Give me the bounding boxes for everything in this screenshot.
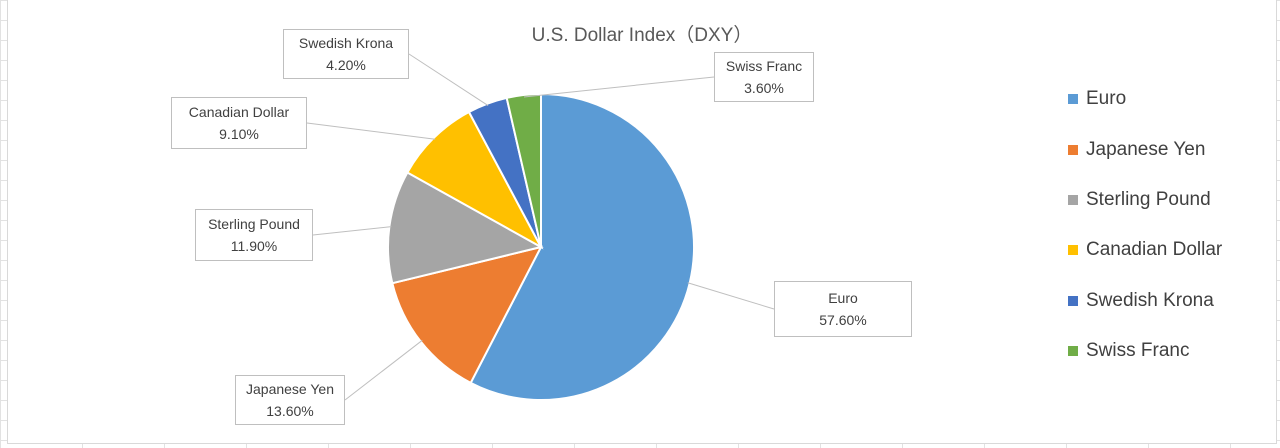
legend-label: Sterling Pound <box>1086 188 1211 210</box>
legend-item-canadian-dollar[interactable]: Canadian Dollar <box>1068 225 1222 275</box>
data-label-value: 4.20% <box>326 57 366 73</box>
data-label-value: 11.90% <box>230 238 278 254</box>
legend-item-euro[interactable]: Euro <box>1068 74 1222 124</box>
data-label-swiss-franc: Swiss Franc 3.60% <box>714 52 814 102</box>
data-label-sterling-pound: Sterling Pound 11.90% <box>195 209 313 261</box>
data-label-value: 13.60% <box>266 403 314 419</box>
leader-line <box>523 76 715 98</box>
data-label-value: 9.10% <box>219 126 259 142</box>
legend-swatch <box>1068 94 1078 105</box>
leader-line <box>408 53 489 106</box>
legend-swatch <box>1068 346 1078 357</box>
data-label-category: Japanese Yen <box>246 381 334 397</box>
legend-label: Swiss Franc <box>1086 340 1190 362</box>
legend-item-sterling-pound[interactable]: Sterling Pound <box>1068 175 1222 225</box>
data-label-category: Sterling Pound <box>208 216 300 232</box>
data-label-value: 57.60% <box>819 312 867 328</box>
leader-line <box>687 282 775 310</box>
data-label-category: Swedish Krona <box>298 35 394 51</box>
legend-swatch <box>1068 245 1078 256</box>
data-label-category: Euro <box>828 290 858 306</box>
legend-item-japanese-yen[interactable]: Japanese Yen <box>1068 124 1222 174</box>
legend: Euro Japanese Yen Sterling Pound Canadian D… <box>1068 74 1222 376</box>
chart-title: U.S. Dollar Index（DXY） <box>531 25 753 46</box>
chart-area[interactable]: U.S. Dollar Index（DXY） Euro 57.60% Japanes… <box>7 0 1277 444</box>
pie-slice-swiss-franc[interactable] <box>505 92 542 248</box>
leader-line <box>344 339 423 401</box>
data-label-swedish-krona: Swedish Krona 4.20% <box>283 29 409 79</box>
data-label-category: Canadian Dollar <box>188 104 290 120</box>
leader-line <box>306 122 436 140</box>
pie-chart <box>306 53 775 401</box>
legend-swatch <box>1068 144 1078 155</box>
leader-line <box>312 226 392 236</box>
legend-swatch <box>1068 295 1078 306</box>
legend-label: Euro <box>1086 88 1127 110</box>
legend-swatch <box>1068 194 1078 205</box>
data-label-category: Swiss Franc <box>725 58 803 74</box>
legend-item-swedish-krona[interactable]: Swedish Krona <box>1068 276 1222 326</box>
legend-item-swiss-franc[interactable]: Swiss Franc <box>1068 326 1222 376</box>
legend-label: Canadian Dollar <box>1086 239 1223 261</box>
data-label-value: 3.60% <box>744 80 784 96</box>
legend-label: Swedish Krona <box>1086 289 1214 311</box>
data-label-japanese-yen: Japanese Yen 13.60% <box>235 375 345 425</box>
data-label-canadian-dollar: Canadian Dollar 9.10% <box>171 97 307 149</box>
legend-label: Japanese Yen <box>1086 138 1206 160</box>
pie-slice-canadian-dollar[interactable] <box>406 110 544 250</box>
data-label-euro: Euro 57.60% <box>774 281 912 337</box>
